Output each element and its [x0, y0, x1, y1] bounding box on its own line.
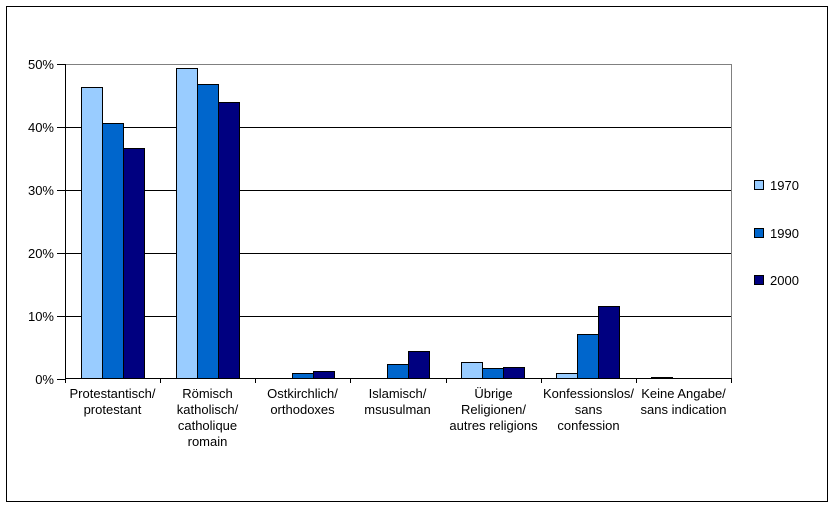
y-axis-label-30%: 30%	[27, 183, 54, 198]
category-label-5: Übrige Religionen/autres religions	[446, 386, 541, 434]
bar-2000-category-6	[598, 306, 620, 379]
category-label-line: Römisch	[182, 386, 233, 401]
legend-label-1970: 1970	[770, 177, 799, 193]
legend-entry-1990: 1990	[754, 225, 799, 241]
category-label-3: Ostkirchlich/orthodoxes	[255, 386, 350, 418]
category-label-line: Ostkirchlich/	[267, 386, 338, 401]
bar-1990-category-2	[197, 84, 219, 379]
bar-1970-category-5	[461, 362, 483, 379]
category-label-line: orthodoxes	[270, 402, 335, 417]
bar-1990-category-6	[577, 334, 599, 379]
bar-1990-category-1	[102, 123, 124, 379]
category-label-line: confession	[557, 418, 620, 433]
category-label-line: sans	[574, 402, 603, 417]
category-label-line: catholique	[177, 418, 238, 433]
plot-border-right	[731, 64, 732, 379]
y-tick-mark	[57, 379, 65, 380]
gridline-10%	[65, 316, 731, 317]
plot-area	[65, 64, 732, 379]
category-label-2: Römisch katholisch/catholique romain	[160, 386, 255, 450]
y-tick-mark	[57, 190, 65, 191]
category-label-line: Übrige	[474, 386, 513, 401]
chart-outer-border	[6, 6, 828, 502]
gridline-40%	[65, 127, 731, 128]
legend-swatch-2000	[754, 275, 764, 285]
y-axis-label-40%: 40%	[27, 120, 54, 135]
x-tick-mark	[446, 378, 447, 383]
category-label-4: Islamisch/msusulman	[350, 386, 445, 418]
category-label-line: autres religions	[449, 418, 538, 433]
category-label-6: Konfessionslos/sans confession	[541, 386, 636, 434]
y-axis-label-10%: 10%	[27, 309, 54, 324]
legend-swatch-1970	[754, 180, 764, 190]
bar-2000-category-1	[123, 148, 145, 379]
y-tick-mark	[57, 64, 65, 65]
gridline-20%	[65, 253, 731, 254]
category-label-line: Protestantisch/	[69, 386, 156, 401]
category-label-line: Konfessionslos/	[542, 386, 635, 401]
x-tick-mark	[541, 378, 542, 383]
y-tick-mark	[57, 316, 65, 317]
y-axis-label-50%: 50%	[27, 57, 54, 72]
plot-border-bottom	[65, 378, 732, 379]
bar-1970-category-2	[176, 68, 198, 379]
legend-entry-1970: 1970	[754, 177, 799, 193]
x-tick-mark	[636, 378, 637, 383]
category-label-line: protestant	[83, 402, 142, 417]
y-axis-label-0%: 0%	[35, 372, 54, 387]
y-axis-label-20%: 20%	[27, 246, 54, 261]
legend-entry-2000: 2000	[754, 272, 799, 288]
category-label-line: msusulman	[364, 402, 431, 417]
category-label-line: sans indication	[640, 402, 727, 417]
x-tick-mark	[65, 378, 66, 383]
category-label-7: Keine Angabe/sans indication	[636, 386, 731, 418]
bar-1990-category-4	[387, 364, 409, 379]
bar-2000-category-4	[408, 351, 430, 379]
legend-swatch-1990	[754, 228, 764, 238]
bar-2000-category-2	[218, 102, 240, 379]
category-label-line: romain	[187, 434, 228, 449]
category-label-line: katholisch/	[176, 402, 239, 417]
category-label-1: Protestantisch/protestant	[65, 386, 160, 418]
y-tick-mark	[57, 127, 65, 128]
plot-border-top	[65, 64, 732, 65]
legend-label-1990: 1990	[770, 225, 799, 241]
gridline-30%	[65, 190, 731, 191]
category-label-line: Religionen/	[460, 402, 527, 417]
legend-label-2000: 2000	[770, 272, 799, 288]
x-tick-mark	[350, 378, 351, 383]
x-tick-mark	[731, 378, 732, 383]
y-tick-mark	[57, 253, 65, 254]
x-tick-mark	[255, 378, 256, 383]
category-label-line: Islamisch/	[368, 386, 427, 401]
bar-1970-category-1	[81, 87, 103, 379]
category-label-line: Keine Angabe/	[641, 386, 726, 401]
plot-border-left	[65, 64, 66, 379]
x-tick-mark	[160, 378, 161, 383]
